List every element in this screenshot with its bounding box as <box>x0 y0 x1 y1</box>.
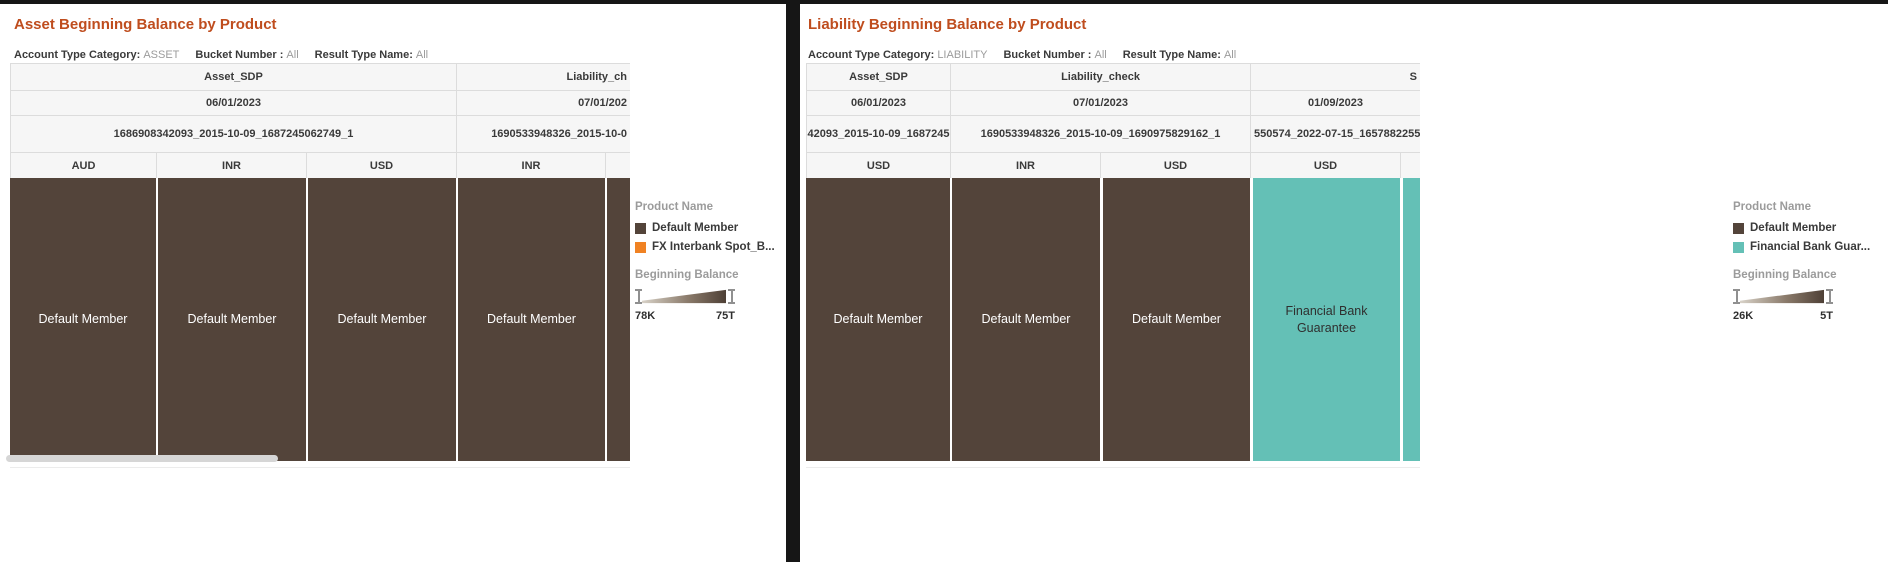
treemap-cell[interactable]: Default Member <box>308 178 456 461</box>
treemap-cell[interactable]: Financial Bank Guarantee <box>1253 178 1400 461</box>
treemap-cell[interactable]: Default Member <box>10 178 156 461</box>
slider-max-label: 75T <box>716 310 735 322</box>
slider-min-label: 78K <box>635 310 656 322</box>
run-id-header-cell: 342093_2015-10-09_16872450 <box>807 116 951 153</box>
treemap-area: Default Member Default Member Default Me… <box>806 178 1420 461</box>
horizontal-scrollbar[interactable] <box>6 455 278 462</box>
sdp-header-cell: Liability_check <box>951 64 1251 91</box>
legend-balance-title: Beginning Balance <box>635 269 739 281</box>
treemap-cell-label: Default Member <box>1132 312 1221 327</box>
treemap-cell[interactable]: Default Member <box>458 178 605 461</box>
legend-item-label: FX Interbank Spot_B... <box>652 241 775 253</box>
slider-gradient-bar <box>642 289 726 304</box>
slider-min-handle[interactable] <box>635 289 642 304</box>
slider-min-label: 26K <box>1733 310 1754 322</box>
currency-header-cell: USD <box>307 153 457 178</box>
treemap-cell[interactable]: Default Member <box>952 178 1100 461</box>
treemap-cell-label: Default Member <box>38 312 128 327</box>
sdp-header-cell: Asset_SDP <box>807 64 951 91</box>
slider-range-labels: 26K 5T <box>1733 310 1833 322</box>
legend-item[interactable]: Financial Bank Guar... <box>1733 241 1885 253</box>
pivot-header: Asset_SDP Liability_check S 06/01/2023 0… <box>806 63 1420 178</box>
run-id-header-cell: 1690533948326_2015-10-0 <box>457 116 630 153</box>
date-header-cell: 07/01/2023 <box>951 91 1251 116</box>
treemap-cell-label: Default Member <box>487 312 576 327</box>
legend-item[interactable]: Default Member <box>1733 222 1885 234</box>
currency-header-cell: INR <box>951 153 1101 178</box>
legend-swatch-orange <box>635 241 646 253</box>
treemap-cell-clipped[interactable] <box>1403 178 1420 461</box>
treemap-cell-label: Default Member <box>337 312 427 327</box>
treemap-cell[interactable]: Default Member <box>806 178 950 461</box>
treemap-cell-label: Financial Bank Guarantee <box>1285 303 1368 335</box>
chart-legend: Product Name Default Member Financial Ba… <box>1733 201 1885 322</box>
currency-header-cell <box>1401 153 1420 178</box>
currency-header-cell: AUD <box>11 153 157 178</box>
run-id-header-cell: 550574_2022-07-15_16578822550 <box>1251 116 1420 153</box>
slider-max-handle[interactable] <box>728 289 735 304</box>
filter-bucket-number: Bucket Number : All <box>1003 49 1107 61</box>
legend-swatch-brown <box>635 222 646 234</box>
liability-panel: Liability Beginning Balance by Product A… <box>800 4 1888 562</box>
currency-header-cell <box>606 153 630 178</box>
treemap-cell[interactable]: Default Member <box>1103 178 1250 461</box>
legend-item-label: Financial Bank Guar... <box>1750 241 1871 253</box>
run-id-header-cell: 1690533948326_2015-10-09_1690975829162_1 <box>951 116 1251 153</box>
asset-panel: Asset Beginning Balance by Product Accou… <box>0 4 786 562</box>
size-slider[interactable] <box>635 288 735 305</box>
legend-item-label: Default Member <box>652 222 739 234</box>
plot-bottom-border <box>806 467 1420 468</box>
size-slider[interactable] <box>1733 288 1833 305</box>
legend-product-title: Product Name <box>635 201 713 213</box>
treemap-cell[interactable]: Default Member <box>158 178 306 461</box>
plot-bottom-border <box>10 467 630 468</box>
filter-account-type: Account Type Category: ASSET <box>14 49 180 61</box>
panel-title: Asset Beginning Balance by Product <box>14 16 277 33</box>
currency-header-cell: INR <box>157 153 307 178</box>
legend-item-label: Default Member <box>1750 222 1837 234</box>
treemap-cell-label: Default Member <box>981 312 1071 327</box>
slider-gradient-bar <box>1740 289 1824 304</box>
panel-title: Liability Beginning Balance by Product <box>808 16 1087 33</box>
run-id-header-cell: 1686908342093_2015-10-09_1687245062749_1 <box>11 116 457 153</box>
slider-range-labels: 78K 75T <box>635 310 735 322</box>
treemap-cell-label: Default Member <box>833 312 923 327</box>
legend-balance-title: Beginning Balance <box>1733 269 1837 281</box>
filter-result-type: Result Type Name: All <box>314 49 429 61</box>
treemap-cell-label: Default Member <box>187 312 277 327</box>
treemap-area: Default Member Default Member Default Me… <box>10 178 630 461</box>
filter-bar: Account Type Category: LIABILITY Bucket N… <box>808 49 1236 61</box>
legend-product-title: Product Name <box>1733 201 1811 213</box>
filter-result-type: Result Type Name: All <box>1122 49 1237 61</box>
date-header-cell: 01/09/2023 <box>1251 91 1420 116</box>
date-header-cell: 06/01/2023 <box>807 91 951 116</box>
currency-header-cell: USD <box>1251 153 1401 178</box>
date-header-cell: 06/01/2023 <box>11 91 457 116</box>
legend-item[interactable]: FX Interbank Spot_B... <box>635 241 786 253</box>
sdp-header-cell: S <box>1251 64 1420 91</box>
treemap-cell-clipped[interactable] <box>607 178 630 461</box>
currency-header-cell: INR <box>457 153 606 178</box>
slider-min-handle[interactable] <box>1733 289 1740 304</box>
sdp-header-cell: Asset_SDP <box>11 64 457 91</box>
legend-swatch-teal <box>1733 241 1744 253</box>
sdp-header-cell: Liability_ch <box>457 64 630 91</box>
currency-header-cell: USD <box>807 153 951 178</box>
date-header-cell: 07/01/202 <box>457 91 630 116</box>
slider-max-label: 5T <box>1820 310 1833 322</box>
legend-item[interactable]: Default Member <box>635 222 786 234</box>
filter-bucket-number: Bucket Number : All <box>195 49 299 61</box>
chart-legend: Product Name Default Member FX Interbank… <box>635 201 786 322</box>
slider-max-handle[interactable] <box>1826 289 1833 304</box>
filter-account-type: Account Type Category: LIABILITY <box>808 49 988 61</box>
filter-bar: Account Type Category: ASSET Bucket Numbe… <box>14 49 428 61</box>
legend-swatch-brown <box>1733 222 1744 234</box>
pivot-header: Asset_SDP Liability_ch 06/01/2023 07/01/… <box>10 63 630 178</box>
currency-header-cell: USD <box>1101 153 1251 178</box>
